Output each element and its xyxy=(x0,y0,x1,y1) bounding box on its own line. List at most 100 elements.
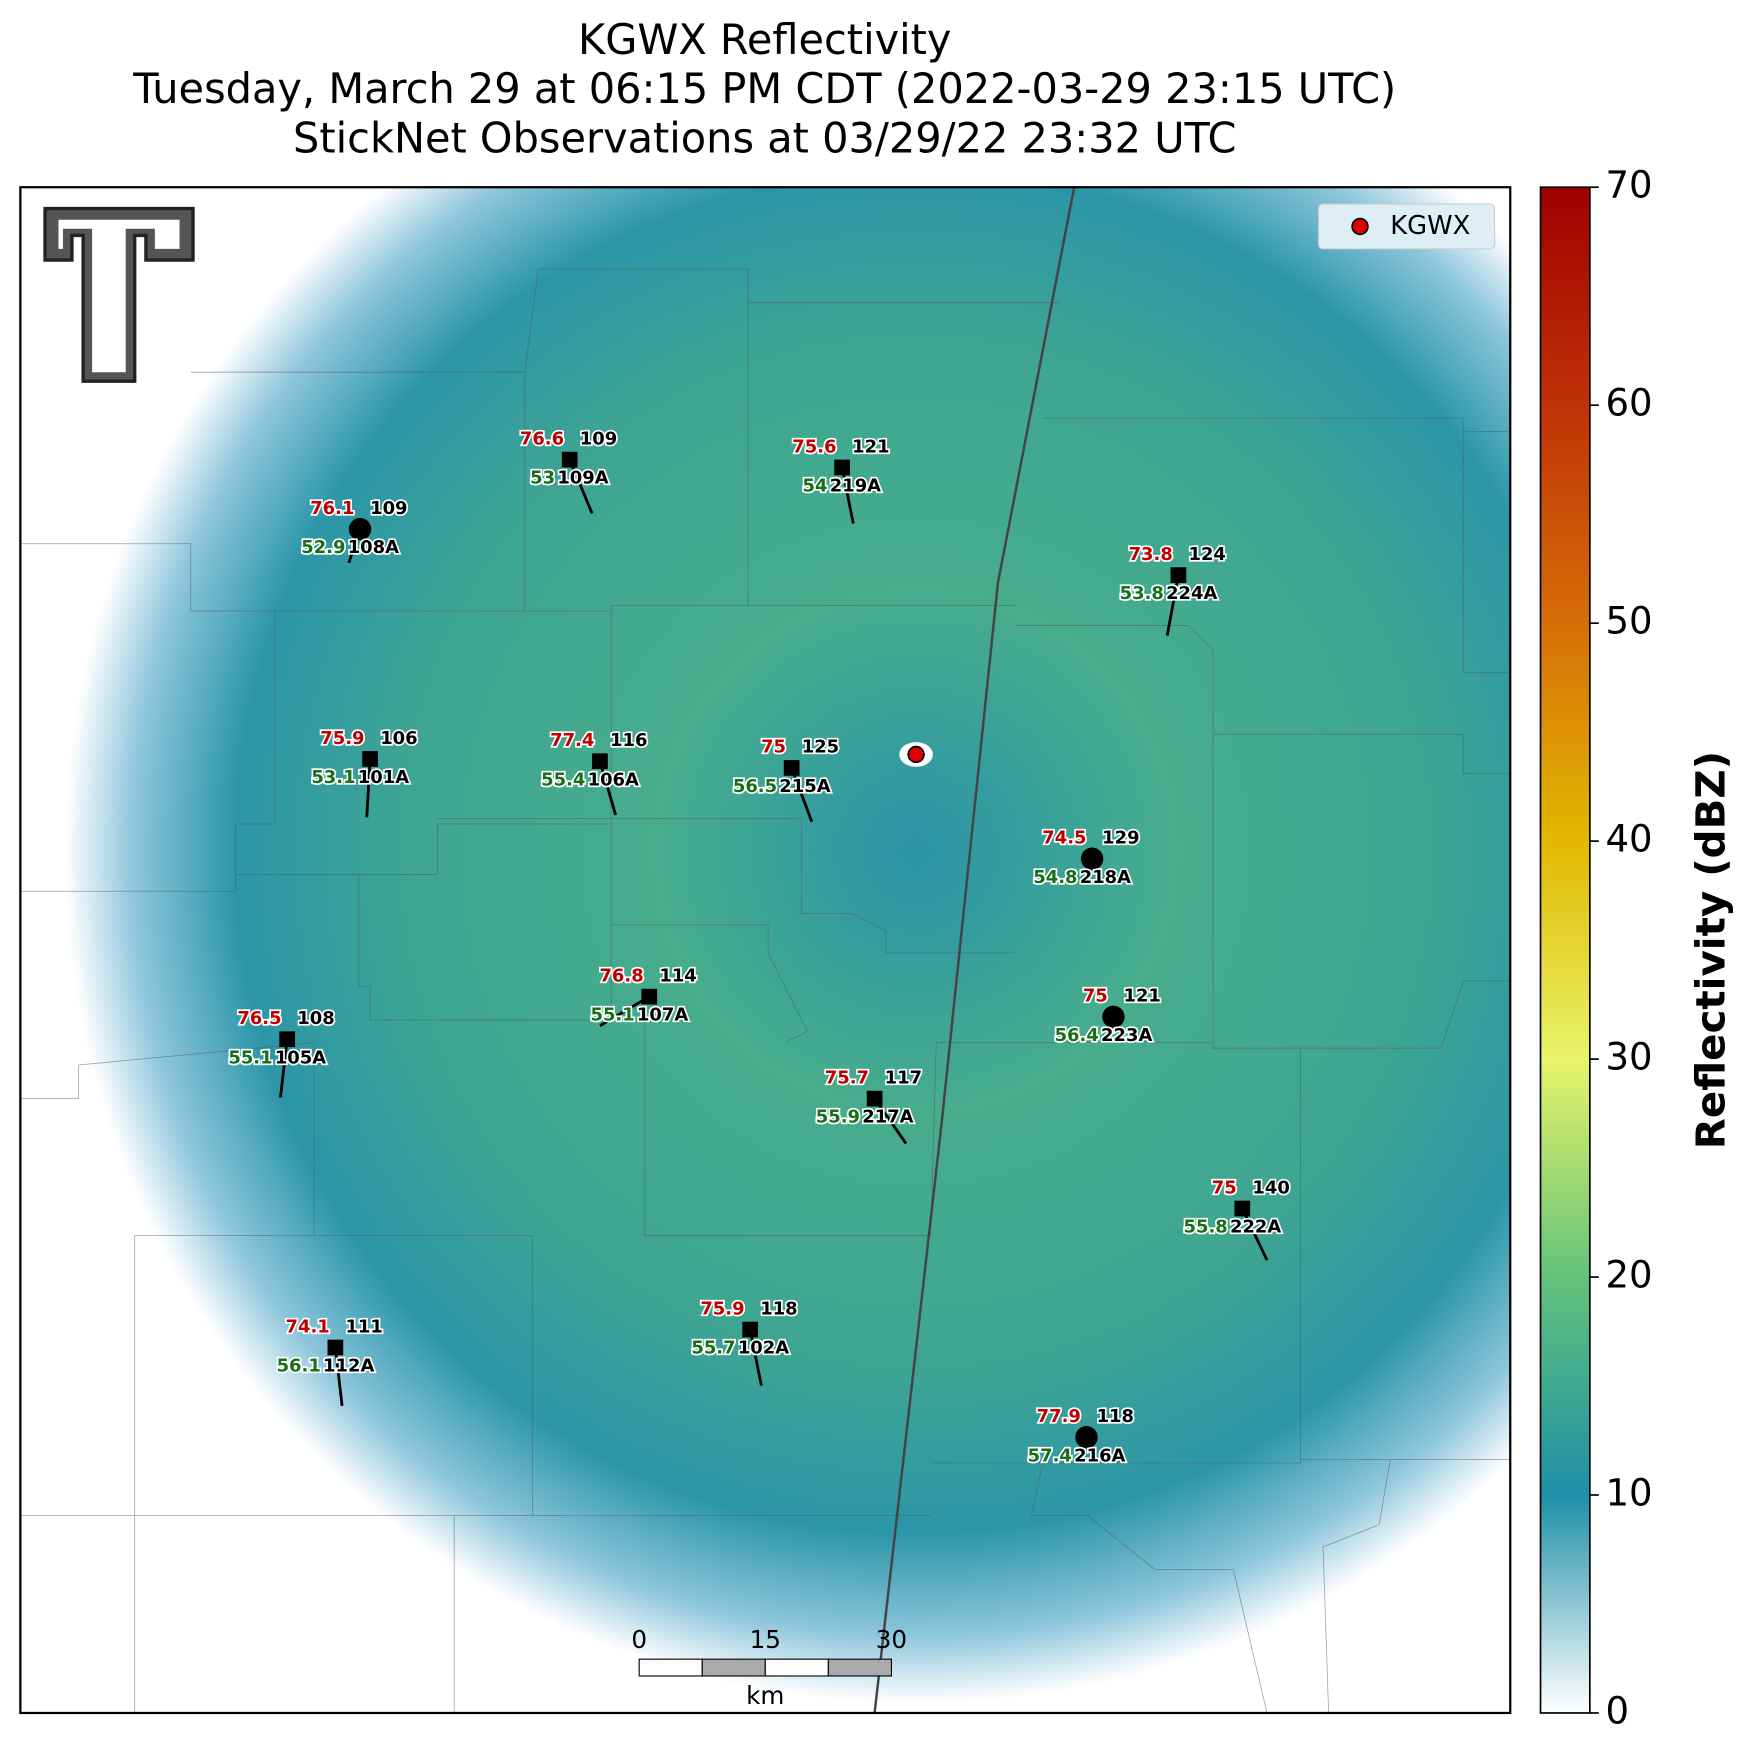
logo xyxy=(43,206,195,383)
dewpoint-label: 53 xyxy=(530,468,555,489)
colorbar: 0 10 20 30 40 50 60 70 Reflectivity (dBZ) xyxy=(1539,164,1734,1732)
value-label: 125 xyxy=(802,737,839,758)
dewpoint-label: 53.1 xyxy=(311,767,355,788)
temperature-label: 74.5 xyxy=(1042,828,1086,849)
dewpoint-label: 55.1 xyxy=(228,1047,272,1068)
dewpoint-label: 57.4 xyxy=(1028,1445,1072,1466)
station-marker xyxy=(1080,847,1104,870)
scale-tick-label: 0 xyxy=(631,1625,647,1654)
temperature-label: 76.5 xyxy=(237,1008,281,1029)
dewpoint-label: 56.5 xyxy=(733,776,777,797)
station-id: 108A xyxy=(348,537,399,558)
station-id: 112A xyxy=(323,1356,374,1377)
legend-label: KGWX xyxy=(1390,211,1470,241)
station-marker xyxy=(1234,1200,1251,1217)
legend: KGWX xyxy=(1317,203,1496,250)
value-label: 121 xyxy=(1123,986,1160,1007)
station-id: 219A xyxy=(830,476,881,497)
station-id: 224A xyxy=(1166,583,1217,604)
station-marker xyxy=(742,1321,759,1338)
station-marker xyxy=(279,1031,296,1048)
legend-marker xyxy=(1351,217,1369,236)
colorbar-tick-label: 20 xyxy=(1606,1254,1653,1297)
temperature-label: 75 xyxy=(761,737,786,758)
colorbar-tick-label: 30 xyxy=(1606,1036,1653,1079)
colorbar-tick-label: 40 xyxy=(1606,818,1653,861)
map-frame xyxy=(19,186,1512,1715)
temperature-label: 77.4 xyxy=(550,730,594,751)
colorbar-tick-label: 70 xyxy=(1606,164,1653,207)
dewpoint-label: 55.4 xyxy=(541,769,585,790)
temperature-label: 75.9 xyxy=(700,1298,744,1319)
dewpoint-label: 55.8 xyxy=(1184,1217,1228,1238)
scale-bar: 0 15 30 km xyxy=(631,1625,907,1710)
station-marker xyxy=(1075,1425,1098,1449)
station-id: 217A xyxy=(862,1107,913,1128)
station-marker xyxy=(561,451,578,468)
dewpoint-label: 55.7 xyxy=(691,1338,735,1359)
station-marker xyxy=(1102,1005,1125,1029)
value-label: 121 xyxy=(852,436,889,457)
scale-segment xyxy=(764,1658,829,1677)
value-label: 129 xyxy=(1102,828,1139,849)
logo-inner xyxy=(58,219,180,373)
value-label: 108 xyxy=(297,1008,334,1029)
wind-barb xyxy=(599,995,650,1027)
temperature-label: 76.6 xyxy=(520,428,564,449)
station-id: 107A xyxy=(637,1005,688,1026)
dewpoint-label: 55.9 xyxy=(816,1107,860,1128)
dewpoint-label: 53.8 xyxy=(1120,583,1164,604)
temperature-label: 74.1 xyxy=(286,1316,330,1337)
title-line: KGWX Reflectivity xyxy=(578,16,951,64)
station-id: 105A xyxy=(275,1047,326,1068)
colorbar-fill xyxy=(1539,186,1591,1714)
station-id: 216A xyxy=(1074,1445,1125,1466)
station-marker xyxy=(1170,567,1187,583)
temperature-label: 75 xyxy=(1212,1177,1237,1198)
value-label: 106 xyxy=(380,728,417,749)
station-marker xyxy=(783,760,800,776)
scale-tick-label: 15 xyxy=(750,1625,781,1654)
wind-barb xyxy=(840,467,855,524)
temperature-label: 75.7 xyxy=(825,1067,869,1088)
temperature-label: 77.9 xyxy=(1037,1406,1081,1427)
station-marker xyxy=(362,751,378,767)
value-label: 109 xyxy=(580,428,617,449)
wind-barb xyxy=(1165,574,1180,636)
value-label: 116 xyxy=(610,730,647,751)
temperature-label: 75 xyxy=(1083,986,1108,1007)
dewpoint-label: 55.1 xyxy=(590,1005,634,1026)
colorbar-label: Reflectivity (dBZ) xyxy=(1687,751,1734,1149)
station-marker xyxy=(834,459,850,476)
dewpoint-label: 56.1 xyxy=(277,1356,321,1377)
temperature-label: 76.8 xyxy=(599,965,643,986)
wind-barb xyxy=(748,1329,763,1386)
station-id: 215A xyxy=(779,776,830,797)
station-id: 106A xyxy=(588,769,639,790)
wind-barb xyxy=(279,1039,289,1098)
value-label: 111 xyxy=(345,1316,382,1337)
dewpoint-label: 52.9 xyxy=(301,537,345,558)
title-line: StickNet Observations at 03/29/22 23:32 … xyxy=(293,114,1236,162)
wind-barb xyxy=(598,760,617,816)
stations: 76.1 109 52.9 108A 76.6 109 53 109A 75.6 121 54 219… xyxy=(227,427,1292,1468)
title-line: Tuesday, March 29 at 06:15 PM CDT (2022-… xyxy=(132,65,1396,113)
station-id: 101A xyxy=(358,767,409,788)
station-id: 223A xyxy=(1101,1025,1152,1046)
wind-barb xyxy=(333,1347,344,1406)
station-id: 218A xyxy=(1080,867,1131,888)
value-label: 109 xyxy=(370,498,407,519)
station-marker xyxy=(592,753,608,770)
station-marker xyxy=(327,1339,344,1356)
station-id: 222A xyxy=(1230,1217,1281,1238)
colorbar-tick-label: 50 xyxy=(1606,600,1653,643)
temperature-label: 75.9 xyxy=(320,728,364,749)
value-label: 124 xyxy=(1189,544,1226,565)
scale-unit: km xyxy=(746,1681,784,1710)
wind-barb xyxy=(790,767,814,823)
scale-segment xyxy=(827,1658,892,1677)
